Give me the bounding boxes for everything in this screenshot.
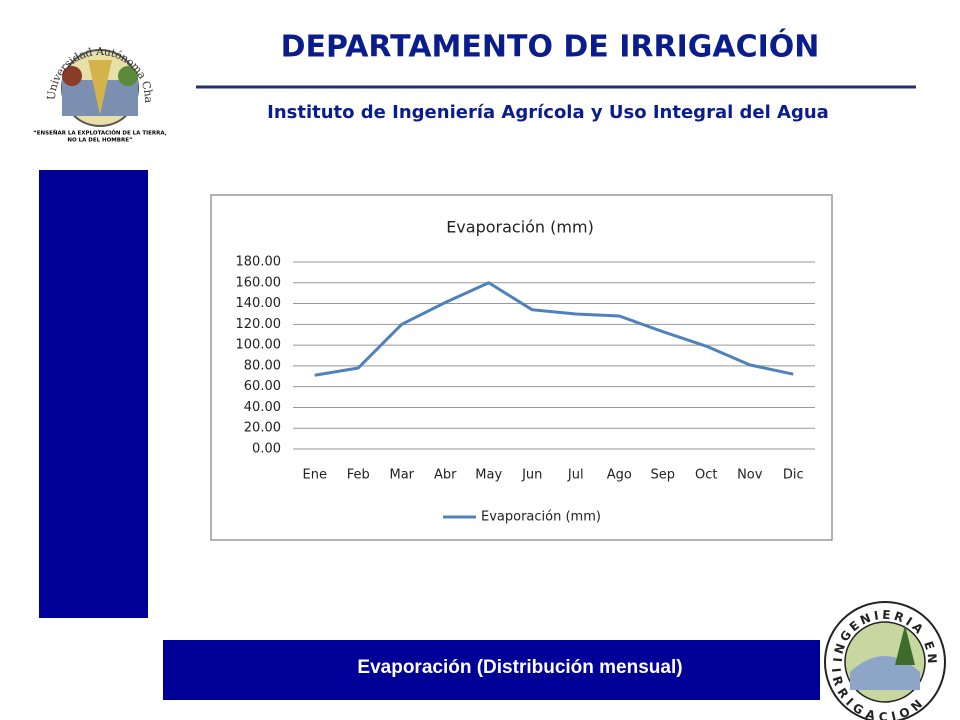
x-tick-label: Ene xyxy=(303,468,327,483)
y-tick-label: 20.00 xyxy=(244,421,281,436)
y-tick-label: 120.00 xyxy=(236,317,282,332)
y-tick-label: 180.00 xyxy=(236,255,282,270)
y-tick-label: 140.00 xyxy=(236,296,282,311)
logo-motto: “ENSEÑAR LA EXPLOTACIÓN DE LA TIERRA, xyxy=(33,130,167,137)
x-tick-label: May xyxy=(475,468,502,483)
chart-title: Evaporación (mm) xyxy=(446,218,594,237)
plot-area: 0.00 20.00 40.00 60.00 80.00 100.00 120.00 140.… xyxy=(236,255,815,525)
right-logo: INGENIERIA EN IRRIGACION xyxy=(824,601,946,720)
x-tick-label: Feb xyxy=(347,468,370,483)
x-tick-label: Nov xyxy=(737,468,763,483)
x-tick-label: Sep xyxy=(650,468,675,483)
y-tick-label: 80.00 xyxy=(244,358,281,373)
x-tick-label: Ago xyxy=(607,468,632,483)
left-logo: Universidad Autónoma Chapingo “ENSEÑAR L… xyxy=(0,0,167,144)
x-tick-label: Dic xyxy=(783,468,804,483)
x-tick-label: Abr xyxy=(434,468,457,483)
slide-subtitle: Instituto de Ingeniería Agrícola y Uso I… xyxy=(267,102,829,123)
footer-bar xyxy=(163,640,820,700)
footer-caption: Evaporación (Distribución mensual) xyxy=(357,657,682,678)
x-tick-label: Jun xyxy=(521,468,542,483)
chart-frame xyxy=(210,194,833,541)
x-tick-label: Oct xyxy=(695,468,717,483)
x-tick-label: Jul xyxy=(567,468,584,483)
series-line xyxy=(314,281,794,377)
y-tick-label: 160.00 xyxy=(236,275,282,290)
y-tick-label: 60.00 xyxy=(244,379,281,394)
side-bar xyxy=(39,170,148,618)
x-tick-label: Mar xyxy=(389,468,414,483)
slide-title: DEPARTAMENTO DE IRRIGACIÓN xyxy=(281,28,820,65)
y-tick-label: 0.00 xyxy=(252,442,281,457)
y-tick-label: 100.00 xyxy=(236,338,282,353)
legend-label: Evaporación (mm) xyxy=(481,510,601,525)
y-tick-label: 40.00 xyxy=(244,400,281,415)
logo-motto: NO LA DEL HOMBRE” xyxy=(67,138,133,144)
